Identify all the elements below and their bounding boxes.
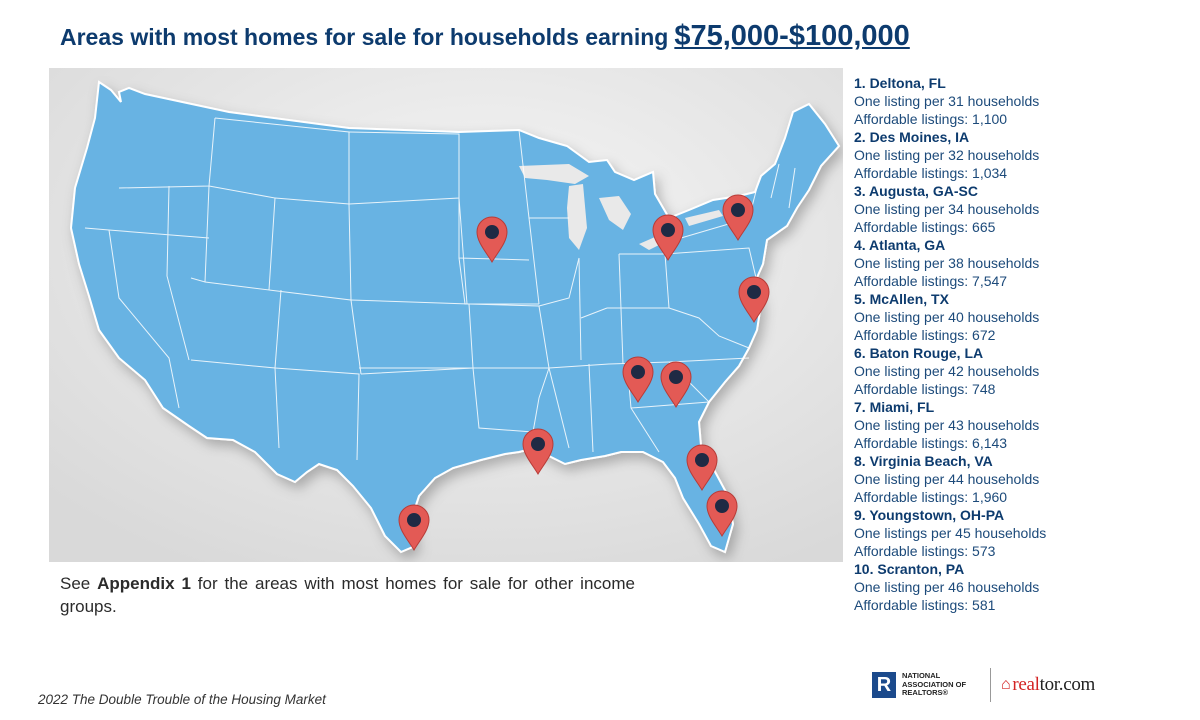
us-map-svg [49,68,843,562]
lake-michigan [567,184,587,250]
lake-superior [519,164,589,184]
title-text: Areas with most homes for sale for house… [60,24,669,50]
map-pin-icon [622,356,654,403]
list-item: 9. Youngstown, OH-PA One listings per 45… [854,506,1184,560]
state-borders [84,117,796,461]
nar-logo-line: NATIONAL [902,671,941,681]
list-item: 8. Virginia Beach, VA One listing per 44… [854,452,1184,506]
list-item-name: 8. Virginia Beach, VA [854,453,993,469]
list-item-listings: Affordable listings: 672 [854,327,996,343]
nar-logo-line: ASSOCIATION OF [902,679,967,689]
list-item-name: 1. Deltona, FL [854,75,946,91]
title-income-range: $75,000-$100,000 [674,20,910,52]
footer-source: 2022 The Double Trouble of the Housing M… [38,692,326,707]
list-item-name: 10. Scranton, PA [854,561,965,577]
list-item-listings: Affordable listings: 665 [854,219,996,235]
map-pin-icon [522,428,554,475]
list-item-ratio: One listing per 32 households [854,147,1040,163]
list-item-name: 6. Baton Rouge, LA [854,345,984,361]
list-item-name: 3. Augusta, GA-SC [854,183,978,199]
list-item-ratio: One listing per 31 households [854,93,1040,109]
rankings-list: 1. Deltona, FL One listing per 31 househ… [854,74,1184,614]
list-item: 6. Baton Rouge, LA One listing per 42 ho… [854,344,1184,398]
nar-logo-text: NATIONAL ASSOCIATION OF REALTORS® [902,672,986,698]
realtor-logo: ⌂ real tor.com [1001,674,1095,696]
list-item-ratio: One listings per 45 households [854,525,1047,541]
realtor-logo-part: tor.com [1039,674,1096,695]
marker-layer [398,194,770,551]
map-pin-icon [722,194,754,241]
lake-ontario [685,210,723,226]
list-item-listings: Affordable listings: 1,100 [854,111,1008,127]
list-item: 10. Scranton, PA One listing per 46 hous… [854,560,1184,614]
map-pin-icon [686,444,718,491]
list-item-ratio: One listing per 40 households [854,309,1040,325]
logo-divider [990,668,991,702]
note-post: for the areas with most homes for sale f… [60,574,635,616]
list-item-name: 7. Miami, FL [854,399,935,415]
list-item-listings: Affordable listings: 581 [854,597,996,613]
list-item-ratio: One listing per 43 households [854,417,1040,433]
list-item-ratio: One listing per 34 households [854,201,1040,217]
logo-bar: R NATIONAL ASSOCIATION OF REALTORS® ⌂ re… [872,662,1134,708]
list-item-name: 4. Atlanta, GA [854,237,946,253]
list-item: 7. Miami, FL One listing per 43 househol… [854,398,1184,452]
realtor-logo-part: real [1012,674,1040,695]
list-item: 3. Augusta, GA-SC One listing per 34 hou… [854,182,1184,236]
page-title: Areas with most homes for sale for house… [60,20,1160,60]
map-pin-icon [660,361,692,408]
list-item-listings: Affordable listings: 7,547 [854,273,1008,289]
note-appendix-ref: Appendix 1 [97,574,191,593]
list-item-name: 5. McAllen, TX [854,291,949,307]
list-item-ratio: One listing per 38 households [854,255,1040,271]
list-item-listings: Affordable listings: 573 [854,543,996,559]
list-item-name: 2. Des Moines, IA [854,129,970,145]
list-item-ratio: One listing per 42 households [854,363,1040,379]
list-item: 4. Atlanta, GA One listing per 38 househ… [854,236,1184,290]
list-item: 5. McAllen, TX One listing per 40 househ… [854,290,1184,344]
list-item: 2. Des Moines, IA One listing per 32 hou… [854,128,1184,182]
appendix-note: See Appendix 1 for the areas with most h… [60,572,635,618]
list-item-listings: Affordable listings: 1,034 [854,165,1008,181]
map-pin-icon [738,276,770,323]
list-item-listings: Affordable listings: 748 [854,381,996,397]
list-item-listings: Affordable listings: 6,143 [854,435,1008,451]
map-pin-icon [398,504,430,551]
list-item-ratio: One listing per 44 households [854,471,1040,487]
nar-logo-line: REALTORS® [902,688,949,698]
lake-huron [599,196,631,230]
list-item-ratio: One listing per 46 households [854,579,1040,595]
list-item-name: 9. Youngstown, OH-PA [854,507,1005,523]
us-map [49,68,843,562]
list-item: 1. Deltona, FL One listing per 31 househ… [854,74,1184,128]
map-pin-icon [652,214,684,261]
map-pin-icon [476,216,508,263]
map-pin-icon [706,490,738,537]
nar-logo-icon: R [872,672,896,698]
house-icon: ⌂ [1001,676,1011,693]
list-item-listings: Affordable listings: 1,960 [854,489,1008,505]
note-pre: See [60,574,91,593]
